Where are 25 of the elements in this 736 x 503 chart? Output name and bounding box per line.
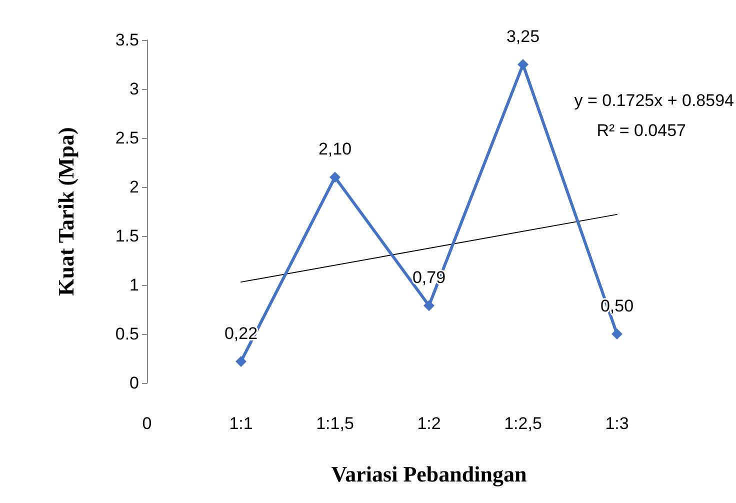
point [236, 356, 246, 367]
y-tick-label: 3 [130, 80, 139, 98]
y-tick-label: 1 [130, 276, 139, 294]
x-tick-label: 1:2 [417, 414, 441, 433]
point [330, 172, 340, 183]
data-label: 3,25 [506, 27, 540, 46]
x-axis-title: Variasi Pebandingan [331, 462, 527, 486]
x-tick-label: 1:2,5 [504, 414, 542, 433]
y-axis-title: Kuat Tarik (Mpa) [54, 127, 78, 296]
data-label: 2,10 [318, 140, 352, 159]
x-tick-label: 0 [142, 414, 152, 433]
y-tick-label: 0 [130, 374, 139, 392]
y-tick-label: 1.5 [115, 226, 139, 246]
x-tick-label: 1:3 [605, 414, 629, 433]
point [424, 300, 434, 312]
y-tick-label: 2.5 [115, 128, 139, 148]
point [518, 59, 528, 70]
y-tick-label: 3.5 [115, 30, 139, 50]
x-tick-label: 1:1 [229, 414, 253, 433]
point [612, 328, 622, 340]
x-tick-label: 1:1,5 [316, 414, 354, 433]
y-tick-label: 0.5 [115, 324, 139, 344]
y-tick-label: 2 [130, 178, 139, 196]
annotation: R² = 0.0457 [596, 121, 686, 140]
annotation: y = 0.1725x + 0.8594 [574, 91, 734, 110]
